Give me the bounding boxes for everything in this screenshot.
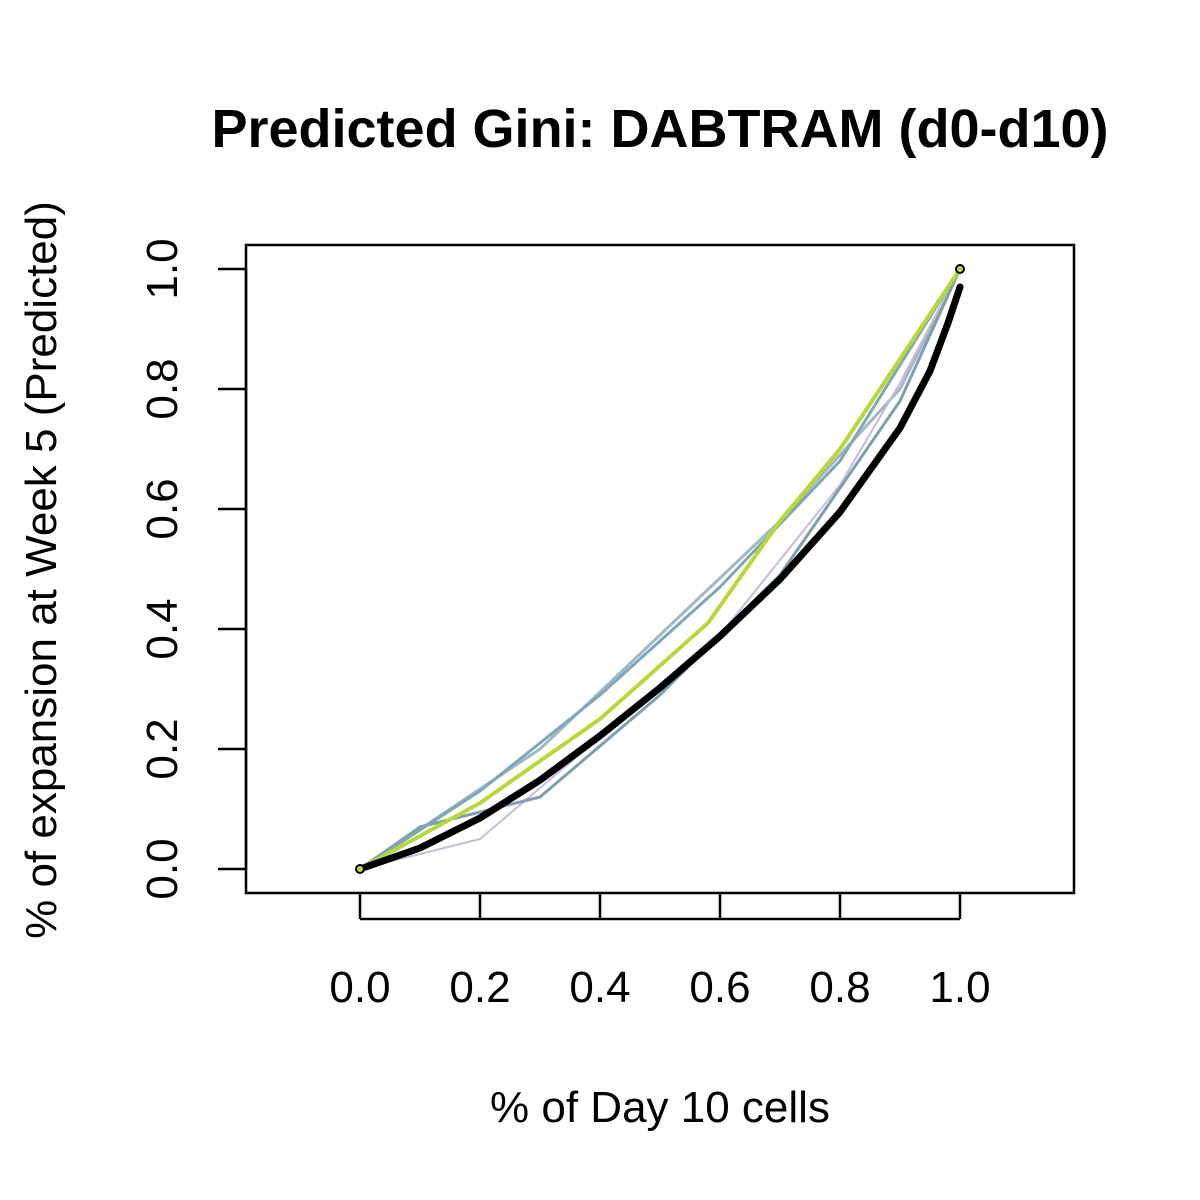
endpoint-marker-1 [355,864,365,874]
series-layer [356,267,964,873]
x-tick-label: 1.0 [929,963,990,1012]
y-axis-label: % of expansion at Week 5 (Predicted) [17,201,66,939]
x-tick-label: 0.6 [689,963,750,1012]
x-axis: 0.0 0.2 0.4 0.6 0.8 1.0 [329,893,991,1012]
y-tick-label: 0.6 [138,478,187,539]
series-line-6 [356,283,964,873]
x-tick-label: 0.0 [329,963,390,1012]
x-axis-label: % of Day 10 cells [490,1083,830,1132]
y-axis: 0.0 0.2 0.4 0.6 0.8 1.0 [138,238,248,900]
y-tick-label: 0.0 [138,838,187,899]
x-tick-label: 0.4 [569,963,630,1012]
marker-layer [355,264,965,874]
y-tick-label: 1.0 [138,238,187,299]
x-tick-label: 0.8 [809,963,870,1012]
series-line-5 [358,267,962,871]
series-line-2 [359,268,961,870]
y-tick-label: 0.4 [138,598,187,659]
y-tick-label: 0.2 [138,718,187,779]
y-tick-label: 0.8 [138,358,187,419]
chart-title: Predicted Gini: DABTRAM (d0-d10) [211,99,1108,159]
series-line-1 [358,267,962,871]
x-tick-label: 0.2 [449,963,510,1012]
series-line-3 [358,267,962,871]
series-line-4 [358,267,962,871]
plot-frame [244,243,1076,895]
endpoint-marker-2 [955,264,965,274]
